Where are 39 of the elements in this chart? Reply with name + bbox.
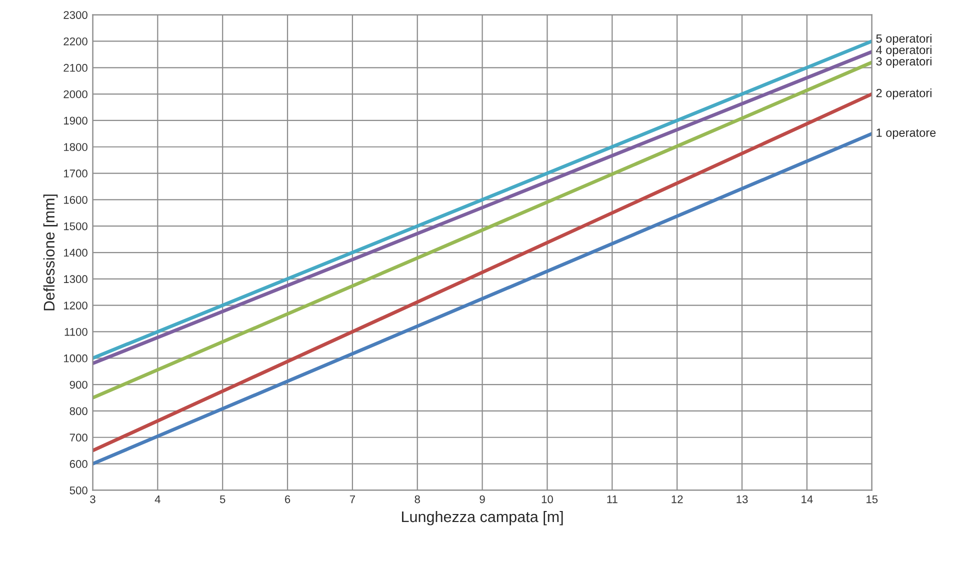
x-tick-label: 8 [414, 495, 420, 504]
y-tick-label: 900 [70, 380, 88, 389]
y-tick-label: 500 [70, 486, 88, 494]
x-tick-label: 7 [350, 495, 355, 504]
y-tick-label: 1500 [64, 222, 88, 230]
x-tick-label: 4 [154, 495, 160, 504]
x-axis-title: Lunghezza campata [m] [402, 510, 563, 526]
y-tick-label: 1300 [64, 275, 88, 284]
x-tick-label: 12 [672, 495, 683, 504]
x-tick-label: 11 [607, 495, 618, 504]
y-tick-label: 600 [70, 460, 88, 468]
y-tick-label: 1200 [64, 302, 88, 310]
series-label: 5 operatori [876, 34, 932, 46]
x-tick-label: 15 [866, 495, 878, 504]
y-tick-label: 1900 [64, 116, 88, 125]
x-tick-label: 9 [480, 495, 485, 504]
y-tick-label: 2200 [64, 37, 88, 46]
y-tick-label: 700 [70, 434, 88, 442]
y-tick-label: 2300 [64, 11, 88, 19]
y-tick-label: 1100 [64, 328, 88, 336]
y-axis-title: Deflessione [mm] [43, 194, 58, 310]
y-tick-label: 1800 [64, 143, 88, 152]
x-tick-label: 6 [284, 495, 290, 504]
y-tick-label: 2000 [64, 90, 88, 98]
series-label: 4 operatori [876, 45, 932, 56]
x-tick-label: 13 [736, 495, 748, 504]
series-label: 2 operatori [876, 88, 932, 100]
y-tick-label: 1400 [64, 248, 88, 257]
y-tick-label: 1600 [64, 196, 88, 204]
y-tick-label: 1700 [64, 170, 88, 178]
y-tick-label: 1000 [64, 354, 88, 362]
x-tick-label: 10 [542, 495, 553, 504]
x-tick-label: 3 [90, 495, 96, 504]
series-label: 3 operatori [876, 56, 932, 68]
x-tick-label: 5 [220, 495, 226, 504]
series-label: 1 operatore [876, 128, 936, 140]
y-tick-label: 800 [70, 407, 88, 416]
y-tick-label: 2100 [64, 64, 88, 72]
x-tick-label: 14 [802, 495, 813, 504]
